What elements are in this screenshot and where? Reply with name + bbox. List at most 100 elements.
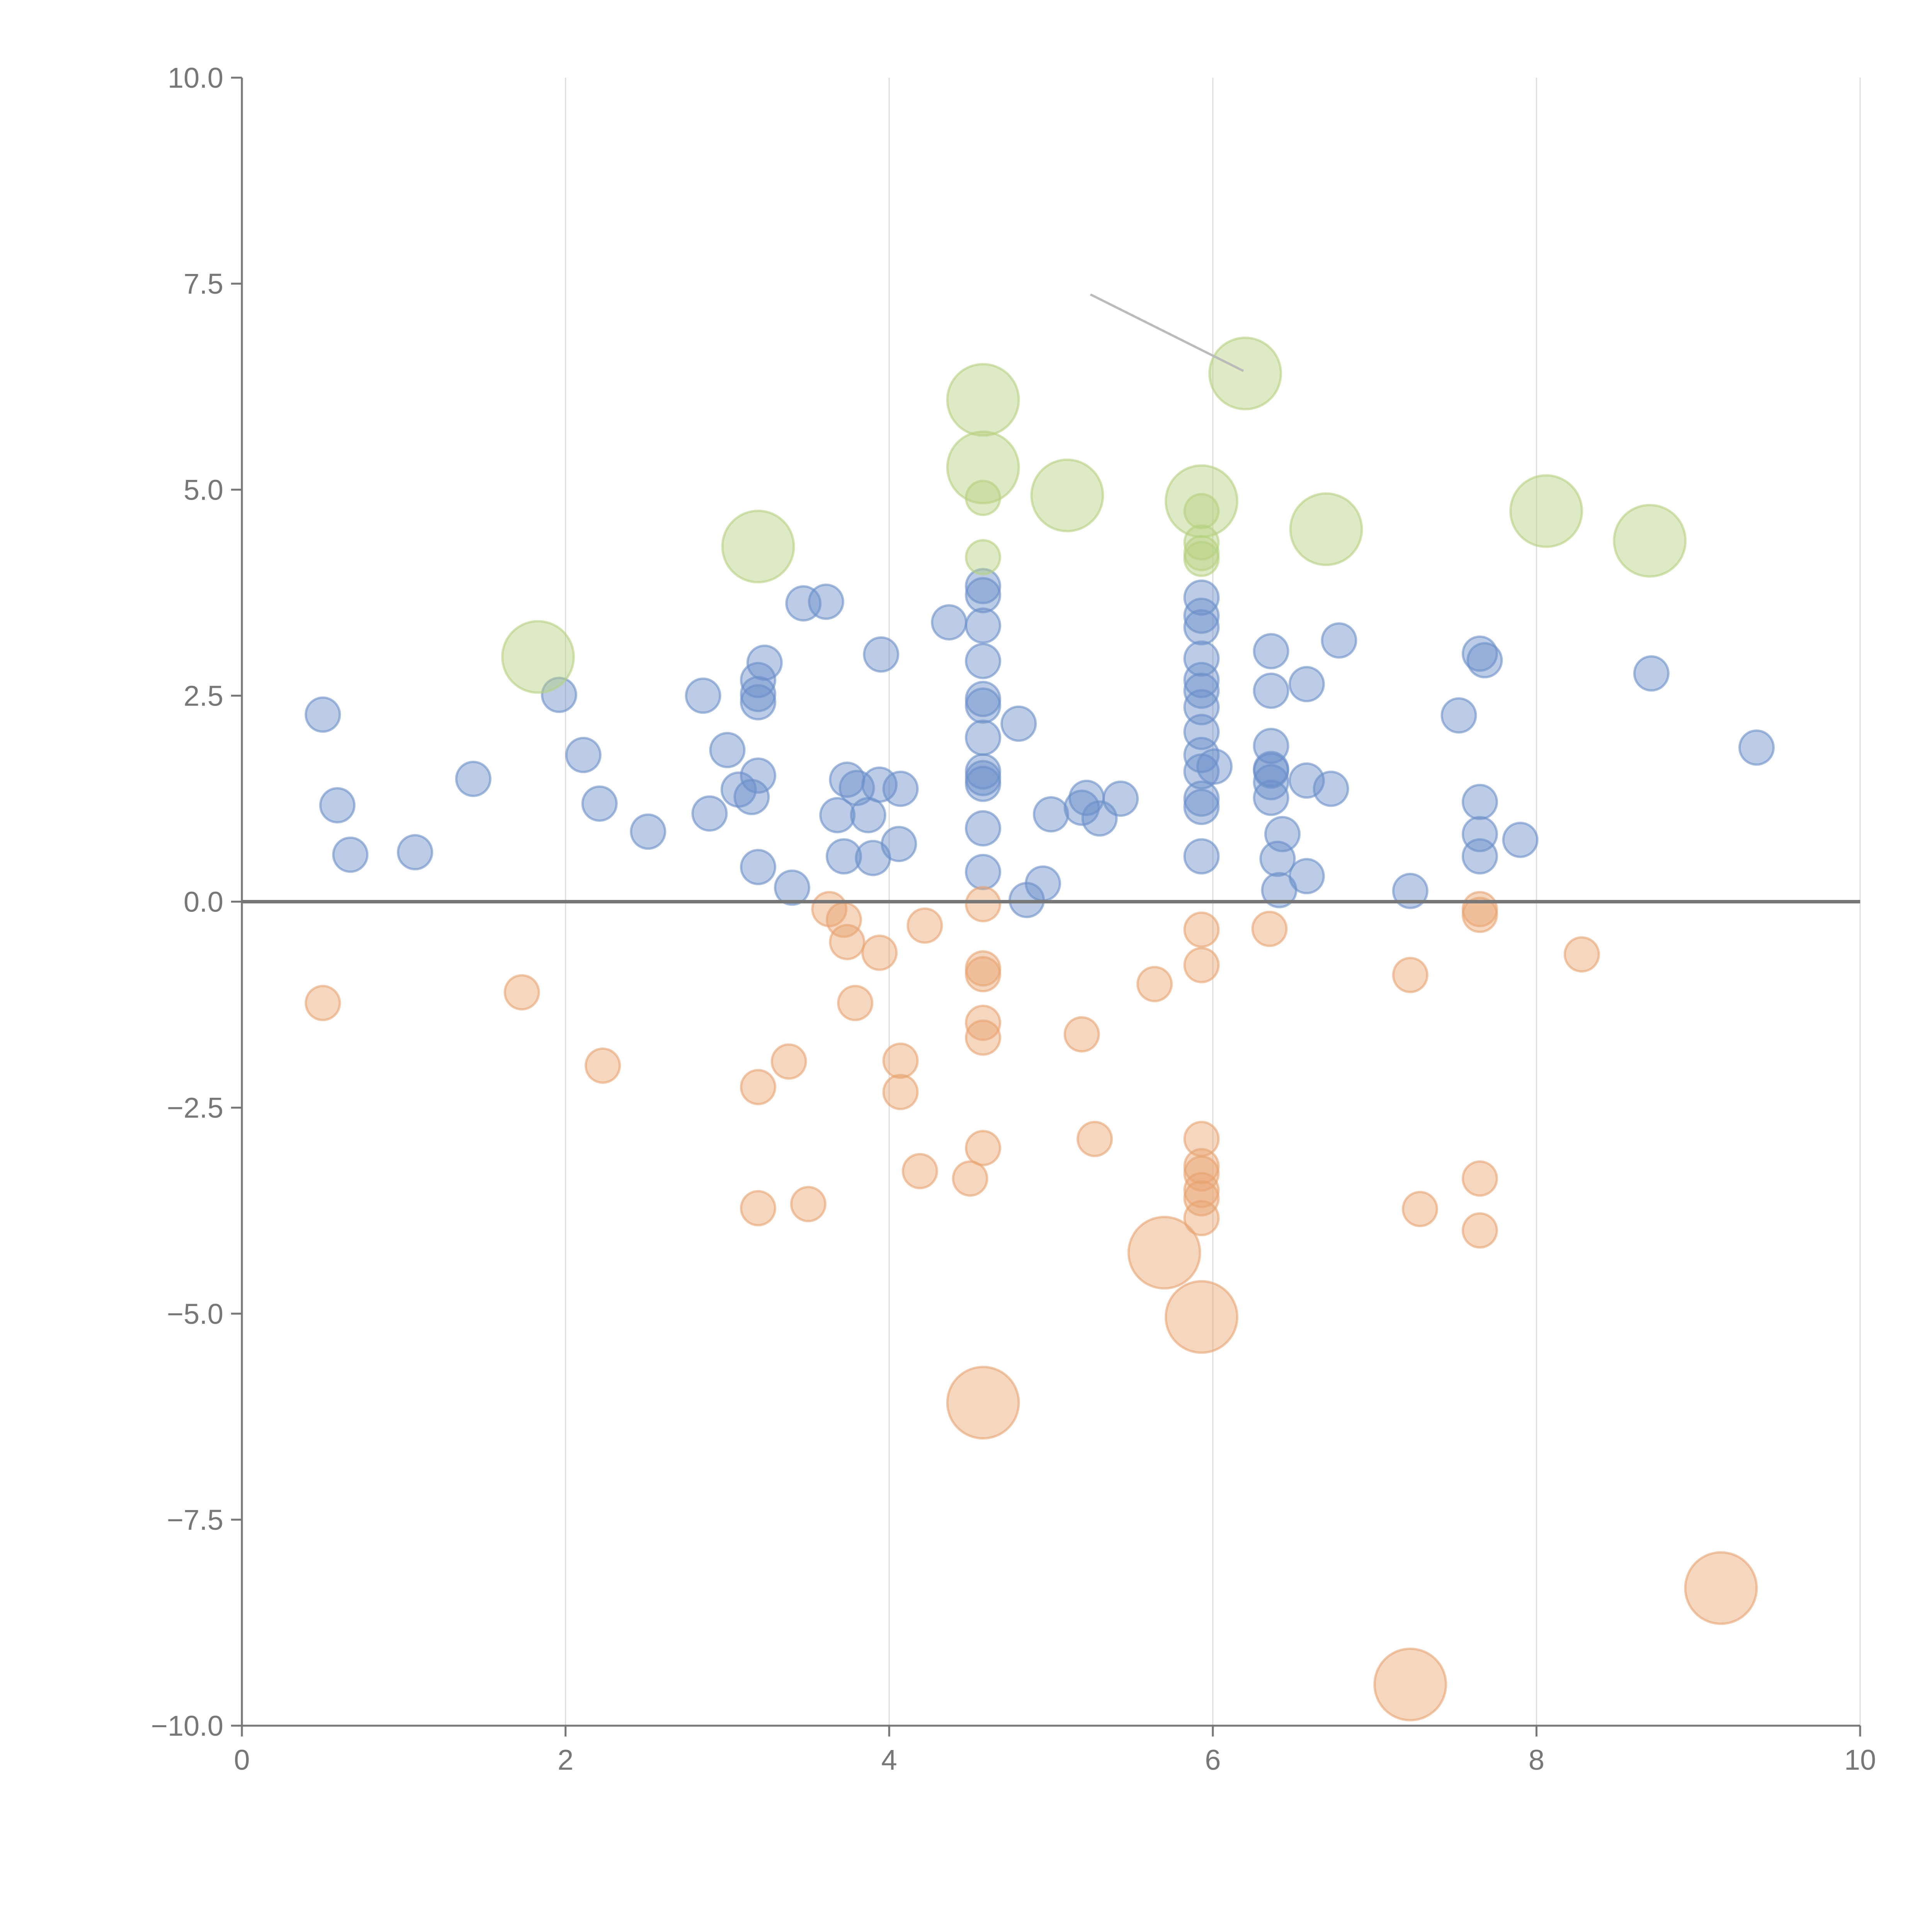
negative-point — [965, 1130, 1002, 1167]
negative-point — [952, 1160, 988, 1197]
positive-point — [709, 732, 746, 769]
positive-point — [1183, 838, 1220, 875]
positive-point — [691, 795, 728, 832]
negative-point — [1373, 1647, 1447, 1721]
positive-point — [1321, 622, 1357, 659]
x-tick-label: 4 — [881, 1744, 897, 1776]
negative-point — [965, 1004, 1002, 1041]
negative-point — [1684, 1551, 1758, 1625]
negative-point — [1392, 957, 1429, 993]
ticks-layer: 0 2 4 6 8 10 10.0 7.5 5.0 2.5 0.0 −2.5 −5.0 −7.5 −10.0 — [151, 62, 1876, 1776]
negative-point — [740, 1190, 776, 1226]
highlight-point — [721, 509, 795, 583]
positive-point — [1183, 579, 1220, 616]
highlight-point — [965, 539, 1002, 576]
positive-point — [1033, 796, 1069, 833]
negative-point — [882, 1043, 919, 1079]
positive-point — [746, 645, 783, 681]
positive-point — [1440, 697, 1477, 734]
negative-point — [861, 934, 898, 971]
annotation-leader-line — [1090, 293, 1244, 372]
positive-point — [455, 760, 492, 797]
highlight-point — [1208, 337, 1282, 410]
positive-point — [819, 797, 856, 833]
y-tick-label: −7.5 — [167, 1504, 223, 1536]
negative-point — [1461, 1160, 1498, 1197]
negative-point — [946, 1366, 1020, 1440]
positive-point — [740, 757, 776, 794]
positive-point — [541, 677, 577, 713]
negative-point — [1063, 1016, 1100, 1053]
positive-point — [1183, 780, 1220, 817]
annotations-layer — [1090, 293, 1244, 372]
negative-point — [906, 907, 943, 944]
negative-point — [1183, 1180, 1220, 1217]
highlight-point — [1289, 492, 1363, 566]
positive-point — [965, 577, 1002, 614]
negative-point — [965, 956, 1002, 993]
positive-point — [1025, 865, 1061, 902]
y-tick-label: 2.5 — [184, 680, 223, 712]
negative-point — [1461, 896, 1498, 933]
positive-point — [1196, 748, 1233, 785]
negative-point — [829, 923, 866, 960]
positive-point — [1253, 779, 1289, 816]
positive-point — [965, 568, 1002, 604]
positive-point — [965, 854, 1002, 890]
positive-point — [1183, 662, 1220, 698]
positive-point — [863, 636, 900, 673]
positive-point — [1461, 635, 1498, 672]
positive-point — [319, 787, 356, 823]
x-tick-label: 2 — [558, 1744, 573, 1776]
positive-point — [630, 813, 667, 850]
highlight-point — [1030, 458, 1104, 532]
positive-point — [581, 785, 618, 822]
positive-point — [332, 836, 369, 873]
negative-point — [1461, 1212, 1498, 1249]
positive-point — [965, 719, 1002, 756]
positive-point — [1738, 729, 1775, 766]
positive-point — [1000, 705, 1037, 742]
x-tick-label: 10 — [1844, 1744, 1876, 1776]
highlight-point — [1183, 524, 1220, 561]
y-tick-label: 7.5 — [184, 268, 223, 300]
positive-point — [1183, 609, 1220, 646]
positive-point — [1183, 640, 1220, 677]
positive-point — [808, 583, 844, 620]
negative-point — [837, 985, 874, 1021]
positive-point — [965, 810, 1002, 847]
negative-point — [1401, 1190, 1438, 1227]
positive-point — [774, 869, 810, 906]
positive-point — [685, 677, 721, 714]
positive-point — [965, 753, 1002, 790]
negative-point — [1077, 1121, 1113, 1157]
negative-point — [901, 1153, 938, 1189]
negative-point — [965, 886, 1002, 922]
negative-point — [1183, 947, 1220, 983]
positive-point — [1253, 633, 1289, 670]
positive-point — [965, 607, 1002, 644]
negative-point — [584, 1047, 621, 1084]
y-tick-label: −10.0 — [151, 1710, 223, 1742]
positive-point — [965, 643, 1002, 679]
positive-point — [882, 770, 919, 807]
positive-point — [825, 838, 862, 875]
negative-point — [1563, 936, 1600, 973]
positive-point — [1288, 666, 1325, 702]
positive-point — [965, 680, 1002, 717]
y-tick-label: −5.0 — [167, 1298, 223, 1330]
negative-point — [1165, 1280, 1238, 1354]
negative-point — [1127, 1216, 1201, 1290]
positive-point — [1461, 784, 1498, 820]
positive-point — [850, 797, 886, 833]
negative-point — [1183, 1172, 1220, 1208]
positive-point — [1288, 762, 1325, 799]
negative-point — [965, 1019, 1002, 1056]
positive-point — [1502, 821, 1539, 858]
positive-point — [1288, 858, 1325, 895]
positive-point — [1183, 714, 1220, 750]
negative-point — [740, 1069, 776, 1105]
negative-point — [1183, 912, 1220, 948]
positive-point — [397, 834, 434, 871]
